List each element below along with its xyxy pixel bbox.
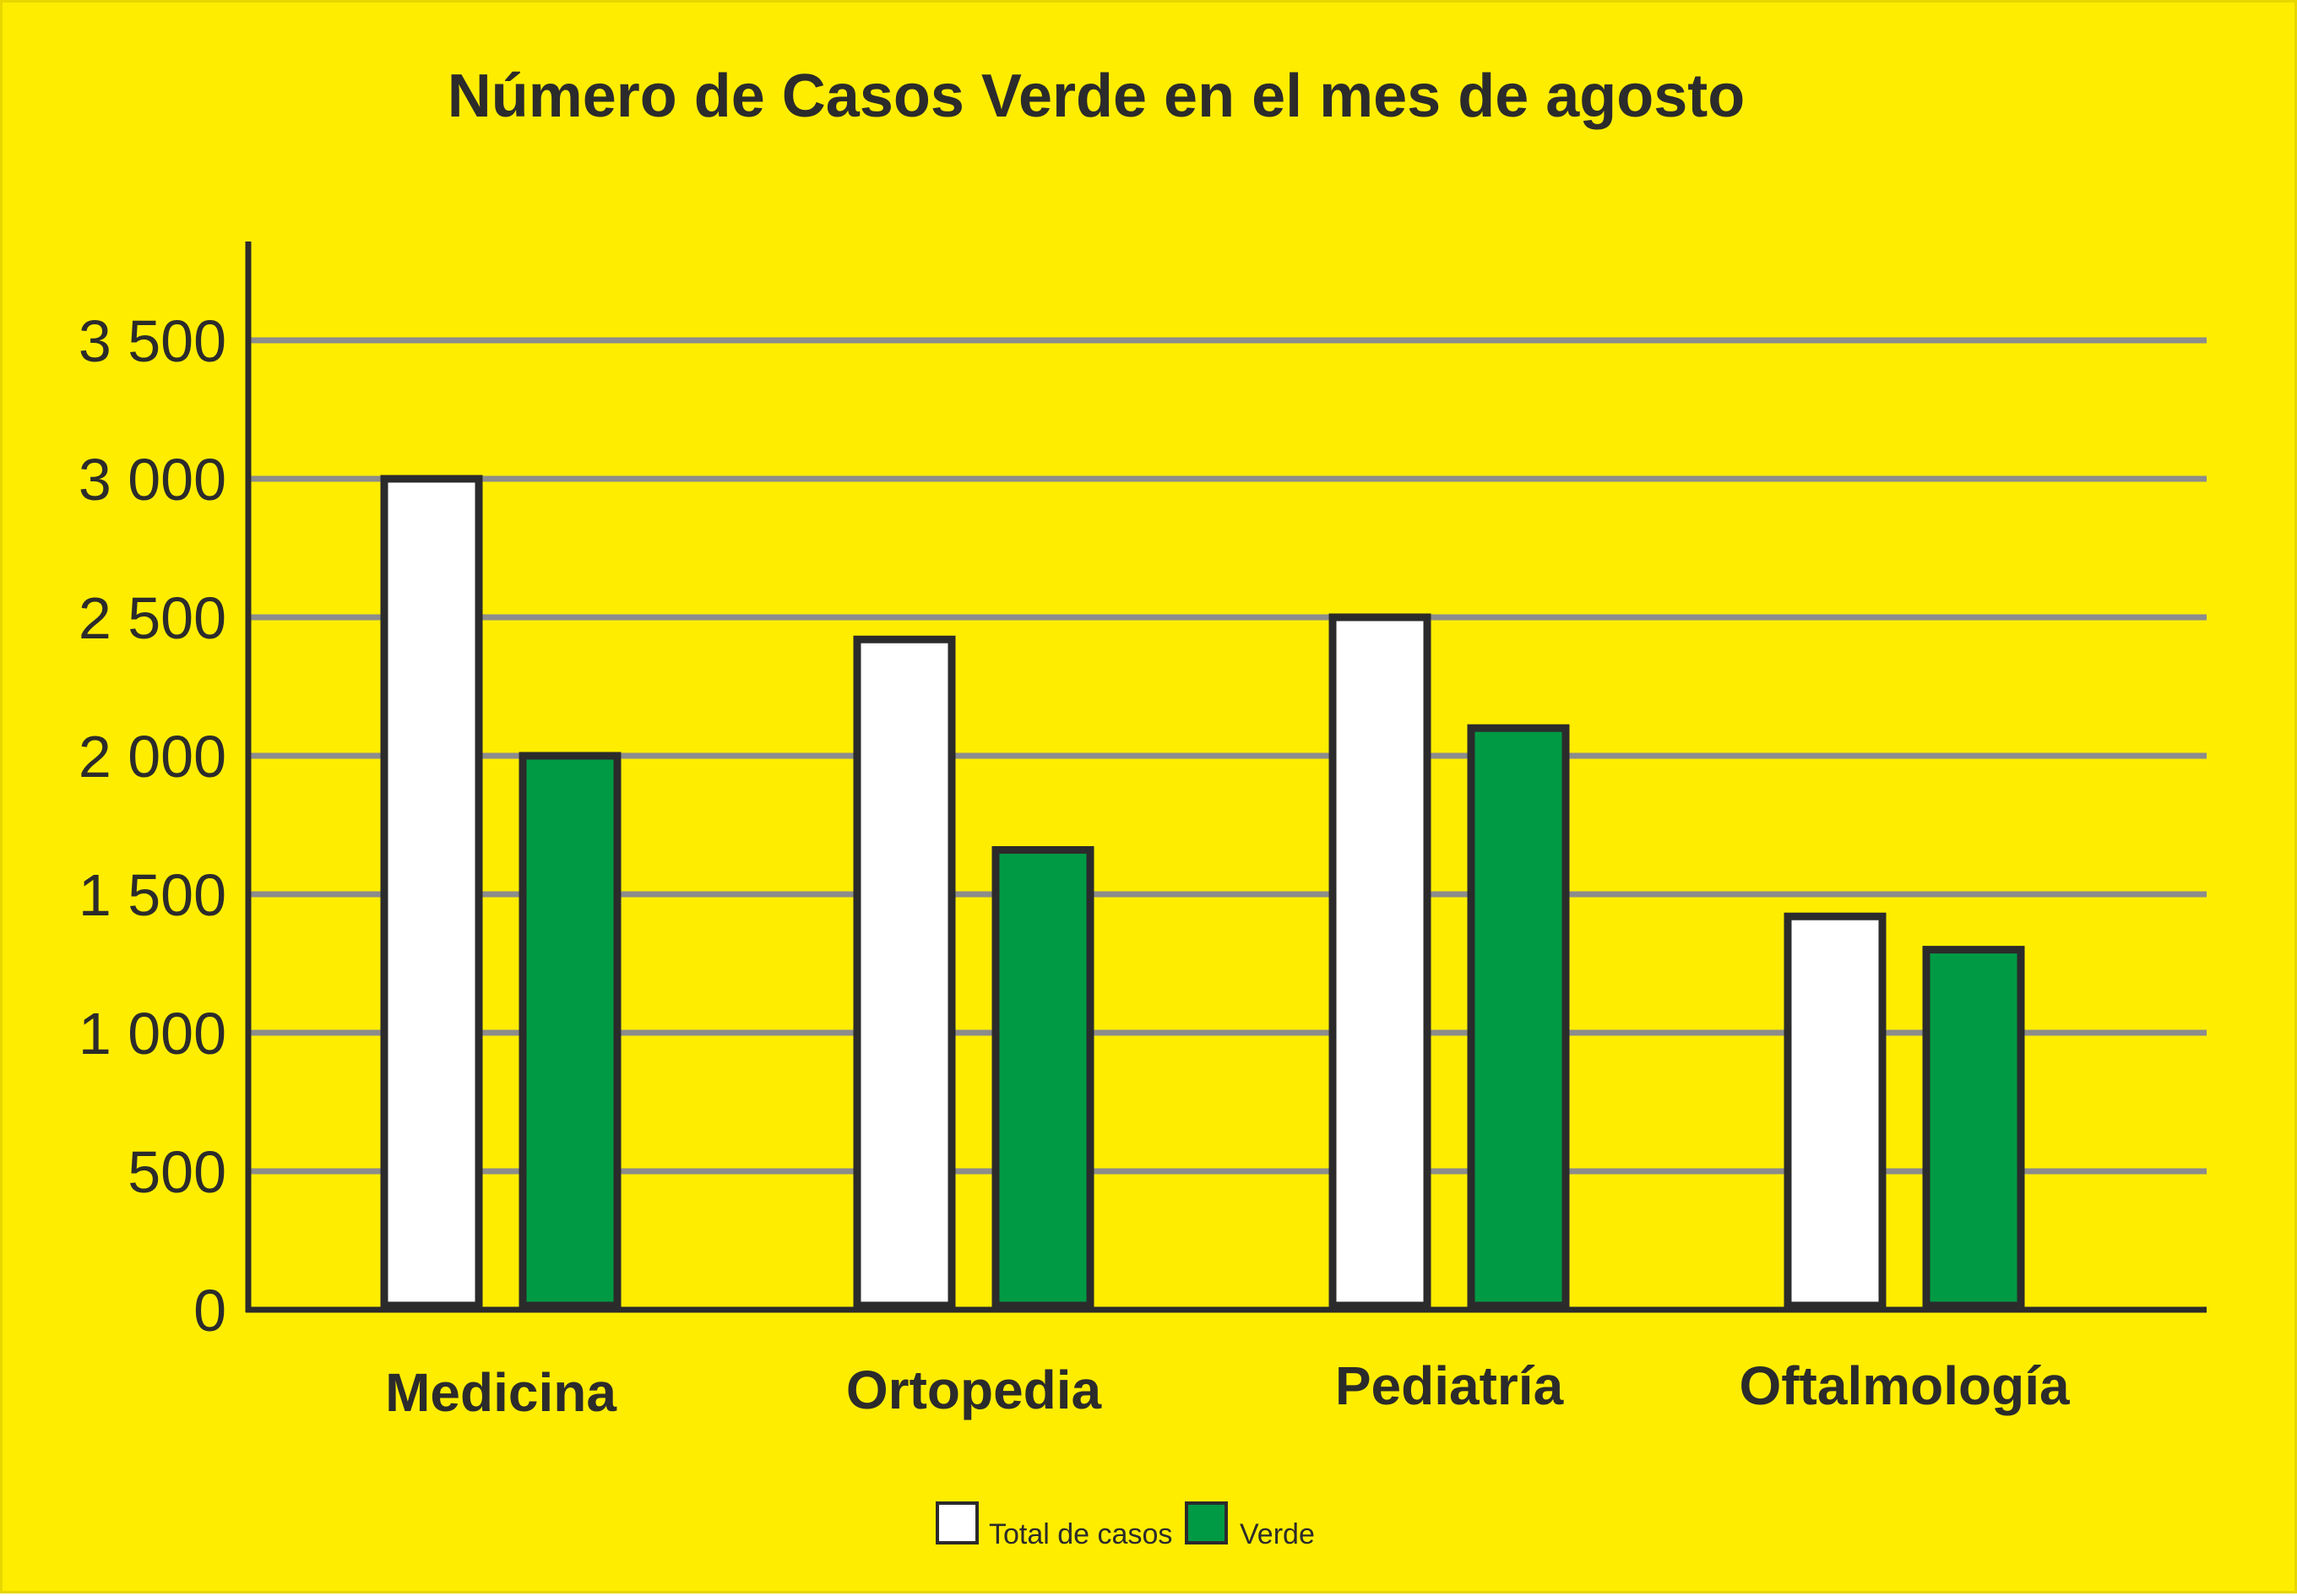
y-tick-label: 1 500 [79,862,226,928]
x-tick-label: Oftalmología [1739,1355,2070,1416]
x-tick-label: Pediatría [1335,1355,1564,1416]
bar-verde [1467,724,1570,1310]
x-axis-tick-labels: Medicina Ortopedia Pediatría Oftalmología [385,1355,2070,1423]
y-tick-label: 500 [128,1139,226,1205]
y-tick-label: 2 500 [79,585,226,651]
legend-label: Total de casos [989,1518,1172,1550]
axes [245,242,2207,1313]
bar-total-de-casos [1784,912,1887,1310]
legend-label: Verde [1240,1518,1315,1550]
y-tick-label: 2 000 [79,724,226,790]
bar-verde [519,752,622,1310]
x-tick-label: Ortopedia [846,1360,1102,1420]
y-tick-label: 0 [193,1278,226,1344]
chart-title: Número de Casos Verde en el mes de agost… [448,62,1746,130]
bar-total-de-casos [853,635,956,1310]
y-tick-label: 3 000 [79,447,226,513]
bar-total-de-casos [1328,613,1431,1310]
y-tick-label: 1 000 [79,1001,226,1067]
legend-swatch [936,1501,979,1544]
legend-swatch [1185,1501,1228,1544]
legend: Total de casos Verde [936,1501,1315,1550]
y-tick-label: 3 500 [79,308,226,374]
bar-verde [1922,946,2025,1310]
y-axis-tick-labels: 0 500 1 000 1 500 2 000 2 500 3 000 3 500 [79,308,226,1344]
bar-total-de-casos [380,475,483,1310]
chart: Número de Casos Verde en el mes de agost… [79,62,2207,1550]
bars [380,475,2025,1310]
x-tick-label: Medicina [385,1362,616,1423]
bar-verde [991,846,1094,1310]
